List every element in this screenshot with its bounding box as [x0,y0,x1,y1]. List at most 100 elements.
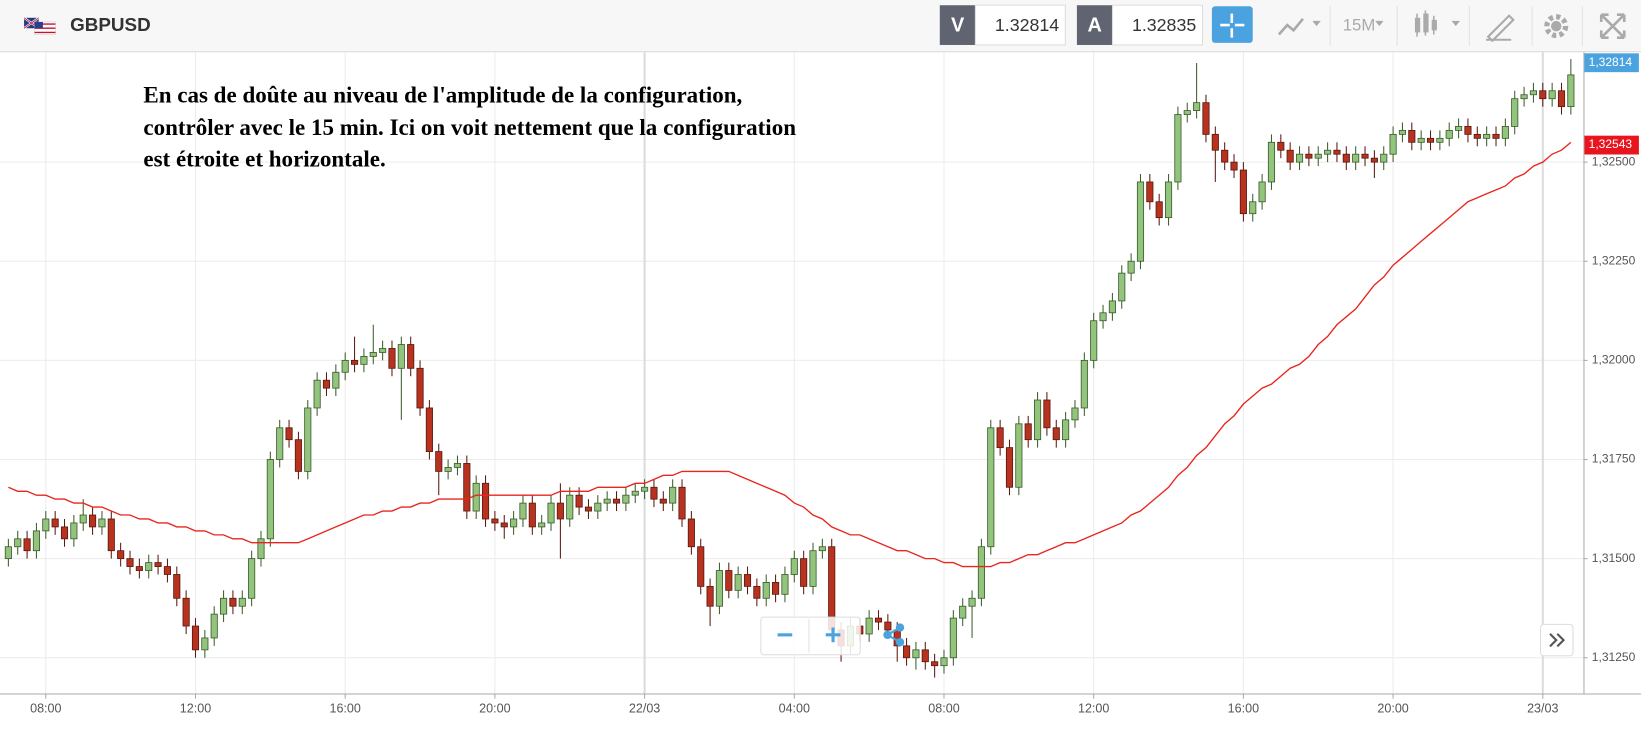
candle-body [42,518,50,532]
candle-body [715,570,724,607]
candle-body [977,546,985,599]
x-tick-label: 23/03 [1527,701,1558,715]
candle-body [800,558,808,587]
candle-body [1305,153,1313,159]
candle-body [1277,141,1285,151]
candle-body [481,482,490,520]
candle-body [220,597,228,615]
timeframe[interactable]: 15M [1343,16,1376,35]
candle-body [519,502,527,520]
candle-body [1155,201,1163,219]
candle-body [98,518,106,528]
candle-body [4,546,12,560]
crosshair-button[interactable] [1211,6,1253,43]
candle-body [1099,312,1107,322]
candle-body [734,574,742,591]
candle-body [453,463,462,468]
candle-body [1090,320,1098,361]
candle-body [79,514,87,524]
candle-body [1005,447,1014,488]
candle-body [1501,126,1509,139]
moving-average-line [8,141,1572,568]
buy-price-box[interactable] [1111,4,1204,46]
candle-body [1398,129,1407,135]
candle-body [360,355,368,365]
crosshair-icon [1220,13,1245,38]
candle-body [1361,153,1369,159]
candle-body [1473,133,1481,139]
candle-body [182,597,190,627]
candle-body [201,637,209,651]
sell-price[interactable]: 1.32814 [995,15,1059,35]
y-tick-label: 1,31250 [1592,650,1636,664]
candle-body [1230,161,1238,171]
zoom-in[interactable] [825,627,841,643]
candle-body [603,498,611,504]
candle-body [1370,157,1378,163]
candle-body [528,502,536,528]
candle-body [1492,133,1500,139]
candle-body [959,605,967,619]
candle-body [444,467,452,472]
candle-body [921,649,929,663]
sell-button[interactable] [939,5,976,45]
x-tick-label: 20:00 [479,701,510,715]
candle-body [725,570,733,591]
candle-body [968,597,976,607]
share-icon[interactable] [883,623,905,647]
candle-body [1052,427,1060,441]
candle-body [949,617,957,659]
x-tick-label: 04:00 [779,701,810,715]
buy-label[interactable]: A [1088,14,1102,36]
candle-body [1314,153,1322,159]
candle-body [491,518,499,524]
toolbar-bg [0,0,1641,52]
candle-body [388,348,396,369]
x-tick-label: 16:00 [1228,701,1259,715]
buy-price[interactable]: 1.32835 [1132,15,1196,35]
candle-body [987,427,995,548]
candle-body [416,367,424,409]
y-tick-label: 1,32000 [1592,353,1636,367]
candle-body [332,371,340,389]
dropdown-arrow [1312,20,1321,27]
candle-body [1520,94,1528,100]
candle-body [687,518,695,548]
candle-body [1267,141,1276,183]
candle-body [1352,153,1360,163]
candle-body [1033,399,1042,441]
y-tick-label: 1,32250 [1592,253,1636,267]
fullscreen-icon[interactable] [1599,13,1626,39]
candle-body [229,597,237,607]
draw-icon[interactable] [1486,14,1515,43]
candle-body [257,538,265,560]
candle-body [1146,181,1154,203]
candle-body [1249,201,1257,215]
annotation-line: est étroite et horizontale. [143,145,385,171]
candle-body [697,546,705,587]
sell-price-box[interactable] [974,4,1066,46]
settings-icon[interactable] [1544,14,1569,39]
candle-body [322,379,331,389]
candle-body [809,550,817,587]
candle-body [1015,423,1023,488]
sell-label[interactable]: V [951,14,965,36]
chart-type-icon[interactable] [1277,17,1304,36]
candle-body [1380,153,1388,163]
candle-body [1080,359,1088,409]
x-tick-label: 16:00 [329,701,360,715]
candle-body [1333,149,1341,155]
candle-body [154,562,162,567]
candle-body [145,562,153,571]
candle-body [1529,90,1537,96]
candles-icon[interactable] [1414,10,1437,37]
candle-body [266,459,274,540]
candle-body [1164,181,1173,219]
y-tick-label: 1,31500 [1592,551,1636,565]
candle-body [248,558,256,599]
candle-body [641,486,649,492]
candle-body [594,502,602,512]
candle-body [285,427,293,441]
candle-body [772,582,780,595]
buy-button[interactable] [1076,5,1113,45]
